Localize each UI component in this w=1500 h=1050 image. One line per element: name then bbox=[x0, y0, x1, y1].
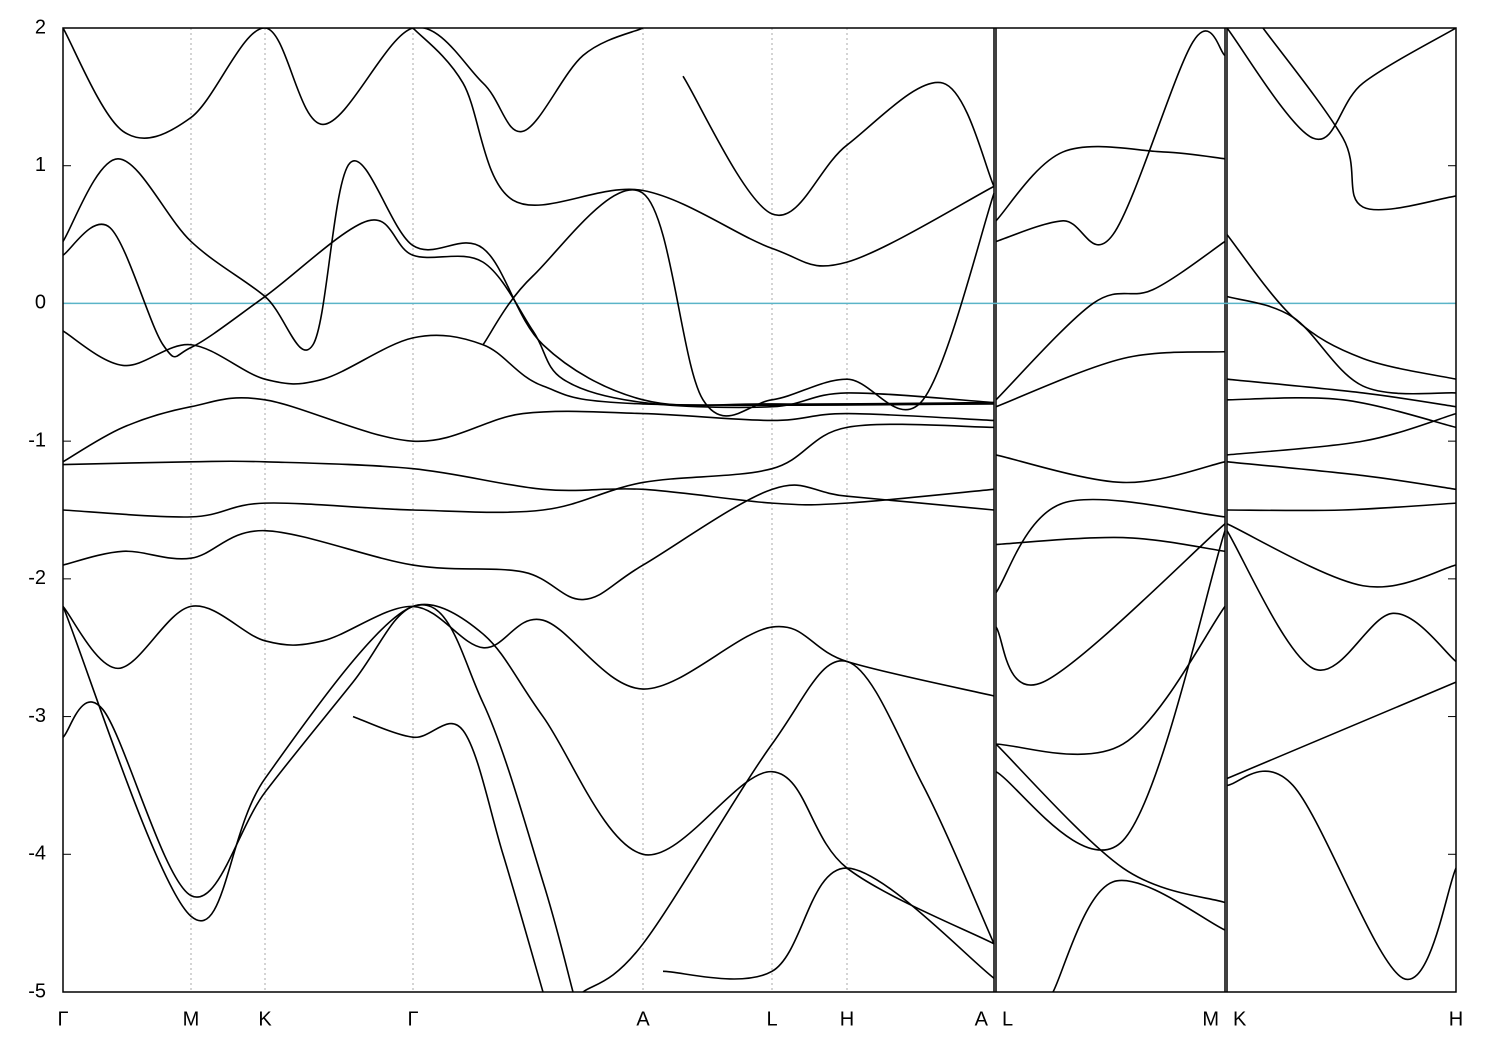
band bbox=[1226, 530, 1456, 671]
band bbox=[482, 189, 995, 417]
band bbox=[682, 75, 995, 217]
band bbox=[63, 605, 995, 697]
band bbox=[63, 603, 995, 945]
y-tick-label: -5 bbox=[28, 980, 46, 1002]
y-tick-label: -3 bbox=[28, 705, 46, 727]
band bbox=[1226, 397, 1456, 429]
band bbox=[1226, 28, 1456, 141]
band bbox=[63, 484, 995, 601]
band bbox=[63, 397, 995, 463]
x-tick-label: K bbox=[1233, 1008, 1247, 1030]
band bbox=[995, 498, 1226, 594]
band bbox=[1226, 234, 1456, 380]
band bbox=[995, 350, 1226, 408]
band bbox=[995, 530, 1226, 851]
band bbox=[995, 523, 1226, 686]
band bbox=[1226, 502, 1456, 512]
x-tick-label: Γ bbox=[57, 1008, 68, 1030]
bands bbox=[63, 28, 1456, 992]
band bbox=[412, 28, 995, 267]
x-tick-label: M bbox=[1202, 1008, 1219, 1030]
band bbox=[1226, 378, 1456, 408]
x-tick-label: A bbox=[636, 1008, 650, 1030]
x-tick-label: H bbox=[1449, 1008, 1463, 1030]
y-tick-label: 0 bbox=[35, 292, 46, 314]
band bbox=[995, 743, 1226, 904]
band bbox=[63, 219, 995, 409]
x-tick-label: Γ bbox=[407, 1008, 418, 1030]
band bbox=[995, 536, 1226, 553]
y-tick-label: -2 bbox=[28, 567, 46, 589]
band bbox=[352, 715, 544, 992]
band bbox=[582, 659, 995, 992]
band bbox=[995, 145, 1226, 222]
band bbox=[63, 460, 995, 506]
y-tick-label: -4 bbox=[28, 843, 46, 865]
band bbox=[1226, 681, 1456, 780]
band bbox=[1052, 879, 1226, 992]
band bbox=[995, 30, 1226, 246]
x-tick-label: A bbox=[975, 1008, 989, 1030]
x-tick-label: L bbox=[766, 1008, 777, 1030]
y-tick-label: 1 bbox=[35, 154, 46, 176]
grid bbox=[63, 27, 1456, 993]
labels: 210-1-2-3-4-5Γ M K Γ A L H A L M K H bbox=[28, 16, 1463, 1030]
band bbox=[63, 158, 995, 407]
y-tick-label: -1 bbox=[28, 429, 46, 451]
y-tick-label: 2 bbox=[35, 16, 46, 38]
band bbox=[63, 28, 644, 139]
band bbox=[662, 867, 995, 980]
band bbox=[1262, 28, 1456, 211]
plot-frame bbox=[62, 27, 1457, 993]
band bbox=[1226, 770, 1456, 981]
band bbox=[1226, 295, 1456, 395]
x-tick-label: K bbox=[258, 1008, 272, 1030]
band bbox=[1226, 412, 1456, 456]
band bbox=[63, 603, 574, 992]
band bbox=[995, 454, 1226, 484]
band bbox=[995, 605, 1226, 756]
band bbox=[63, 423, 995, 518]
band bbox=[63, 330, 995, 407]
band bbox=[1226, 461, 1456, 491]
x-tick-label: M bbox=[183, 1008, 200, 1030]
band bbox=[1226, 523, 1456, 588]
x-tick-label: H bbox=[840, 1008, 854, 1030]
band bbox=[995, 240, 1226, 401]
x-tick-label: L bbox=[1002, 1008, 1013, 1030]
